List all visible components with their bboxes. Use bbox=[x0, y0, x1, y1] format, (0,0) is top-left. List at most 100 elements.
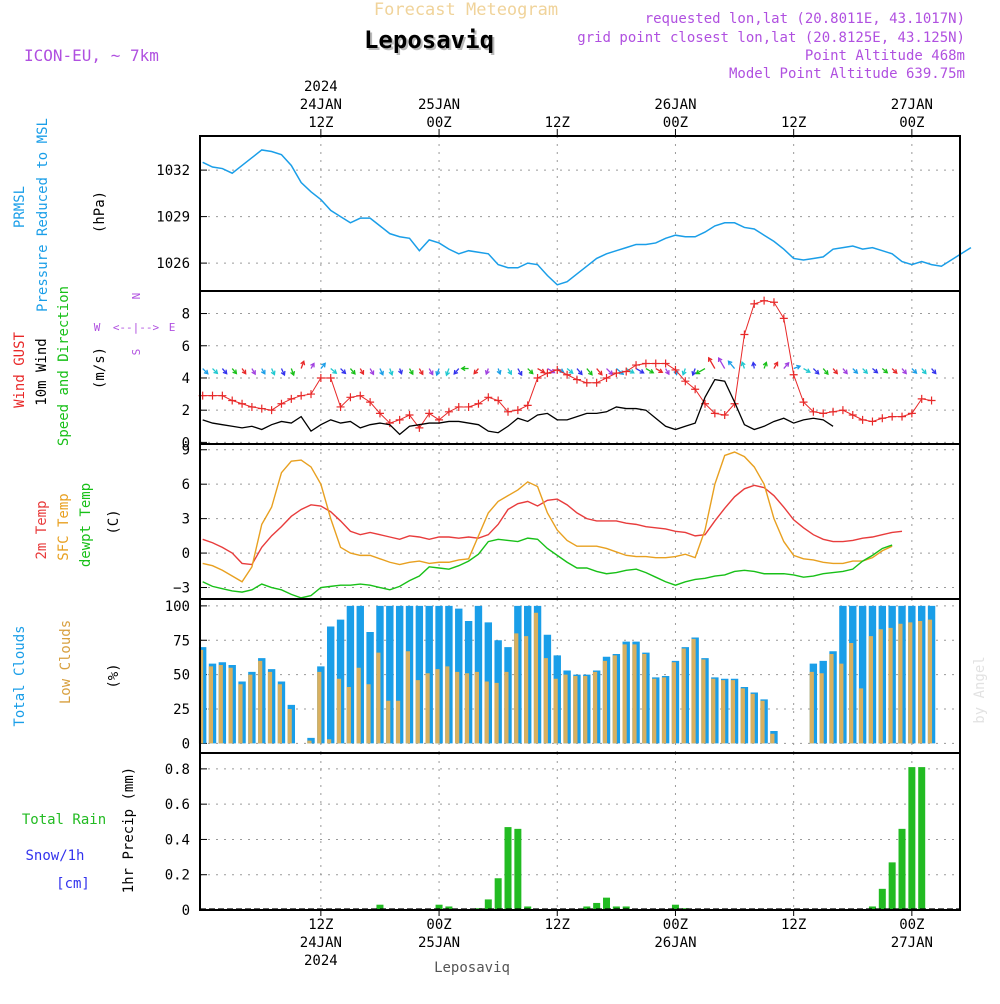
wind-arrow-shaft bbox=[576, 368, 583, 375]
wind-arrow-head bbox=[310, 362, 315, 368]
wind-arrow-head bbox=[280, 370, 286, 377]
rain-bar bbox=[603, 897, 611, 910]
low-cloud-bar bbox=[356, 667, 361, 744]
gust-point bbox=[346, 393, 355, 402]
low-cloud-bar bbox=[583, 676, 588, 744]
total-cloud-bar bbox=[327, 626, 335, 744]
low-cloud-bar bbox=[809, 671, 814, 744]
sfc-title: SFC Temp bbox=[56, 493, 72, 560]
precip-labels: Total Rain Snow/1h [cm] 1hr Precip (mm) bbox=[22, 767, 137, 893]
wind-arrow-head bbox=[428, 370, 434, 376]
low-cloud-bar bbox=[563, 674, 568, 744]
wind-arrow bbox=[202, 368, 209, 375]
low-cloud-bar bbox=[829, 654, 834, 744]
top-time-label: 00Z bbox=[899, 115, 924, 131]
precip-panel: 0 0.2 0.4 0.6 0.8 bbox=[165, 752, 961, 919]
wind-arrow bbox=[762, 361, 768, 369]
wind-arrow-head bbox=[379, 370, 384, 376]
gust-point bbox=[287, 394, 296, 403]
wind-arrow-head bbox=[843, 369, 848, 375]
low-cloud-bar bbox=[918, 621, 923, 744]
wind-arrow-head bbox=[873, 368, 879, 374]
low-cloud-bar bbox=[819, 673, 824, 744]
gust-point bbox=[710, 409, 719, 418]
wind-arrow-shaft bbox=[625, 367, 635, 374]
gust-point bbox=[888, 412, 897, 421]
wind-arrow bbox=[901, 368, 907, 375]
wind-arrow bbox=[388, 368, 394, 377]
low-cloud-bar bbox=[317, 671, 322, 744]
wind-arrow bbox=[566, 368, 574, 375]
top-time-label: 00Z bbox=[426, 115, 451, 131]
gust-point bbox=[789, 370, 798, 379]
wind-arrow-head bbox=[321, 362, 326, 368]
wind-arrow-head bbox=[853, 369, 859, 375]
gust-point bbox=[504, 407, 513, 416]
rain-bar bbox=[671, 904, 679, 910]
wind-arrow bbox=[349, 368, 356, 375]
wind-arrow-head bbox=[453, 369, 459, 375]
wind-panel: 0 2 4 6 8 bbox=[182, 290, 961, 451]
gust-title: Wind GUST bbox=[12, 332, 28, 408]
total-cloud-bar bbox=[415, 605, 424, 744]
gust-point bbox=[681, 377, 690, 386]
gust-point bbox=[582, 378, 591, 387]
wind-arrow-head bbox=[398, 369, 403, 375]
rain-bar bbox=[888, 862, 896, 910]
wind-arrow-shaft bbox=[547, 367, 555, 374]
model-altitude: Model Point Altitude 639.75m bbox=[729, 66, 965, 82]
wind-arrow-head bbox=[863, 369, 869, 375]
wind-arrow-head bbox=[912, 369, 918, 375]
gust-point bbox=[484, 393, 493, 402]
pressure-ytick-label: 1026 bbox=[156, 256, 190, 272]
top-time-label: 24JAN bbox=[300, 97, 342, 113]
wind-arrow bbox=[460, 365, 469, 372]
sfc-temp-line bbox=[202, 451, 893, 583]
pressure-unit: (hPa) bbox=[92, 191, 108, 233]
wind-arrow bbox=[418, 368, 424, 376]
temp-ytick-label: 0 bbox=[182, 546, 190, 562]
temp-panel: −3 0 3 6 9 bbox=[173, 443, 961, 600]
low-cloud-bar bbox=[445, 666, 450, 744]
wind-arrow-head bbox=[805, 368, 811, 373]
rain-bar bbox=[868, 906, 876, 910]
credit-label: by Angel bbox=[972, 656, 988, 723]
temp2m-title: 2m Temp bbox=[34, 500, 50, 559]
wind-arrow bbox=[537, 367, 546, 374]
compass-e: E bbox=[169, 321, 176, 334]
wind-arrow-head bbox=[892, 369, 898, 375]
bottom-time-label: 00Z bbox=[426, 917, 451, 933]
wind-arrow-head bbox=[773, 361, 779, 367]
low-cloud-bar bbox=[592, 671, 598, 744]
gust-point bbox=[858, 415, 867, 424]
gust-point bbox=[898, 412, 907, 421]
wind-arrow-shaft bbox=[645, 367, 654, 374]
wind-arrow bbox=[842, 368, 848, 375]
temp-ytick-label: 9 bbox=[182, 443, 190, 459]
low-cloud-bar bbox=[307, 740, 312, 744]
top-time-label: 12Z bbox=[308, 115, 333, 131]
wind-arrow bbox=[681, 368, 687, 376]
wind-arrow bbox=[586, 368, 593, 376]
gust-point bbox=[543, 369, 552, 378]
wind-arrow-head bbox=[931, 369, 937, 375]
low-cloud-bar bbox=[730, 680, 736, 744]
wind-arrow bbox=[398, 368, 403, 375]
pressure-line bbox=[202, 149, 972, 286]
wind-arrow-head bbox=[496, 369, 502, 376]
low-cloud-bar bbox=[228, 667, 233, 744]
gust-point bbox=[425, 409, 434, 418]
gust-point bbox=[651, 359, 660, 368]
wind-arrow bbox=[911, 368, 918, 375]
gust-point bbox=[553, 365, 562, 374]
gust-point bbox=[917, 394, 926, 403]
gust-point bbox=[572, 375, 581, 384]
clouds-ytick-label: 25 bbox=[173, 702, 190, 718]
wind-arrow-shaft bbox=[695, 367, 706, 375]
low-cloud-bar bbox=[198, 649, 204, 744]
total-cloud-title: Total Clouds bbox=[12, 625, 28, 726]
wind-arrow-head bbox=[883, 368, 889, 374]
clouds-ytick-label: 50 bbox=[173, 668, 190, 684]
requested-coords: requested lon,lat (20.8011E, 43.1017N) bbox=[645, 11, 965, 27]
dew-title: dewpt Temp bbox=[78, 483, 94, 567]
